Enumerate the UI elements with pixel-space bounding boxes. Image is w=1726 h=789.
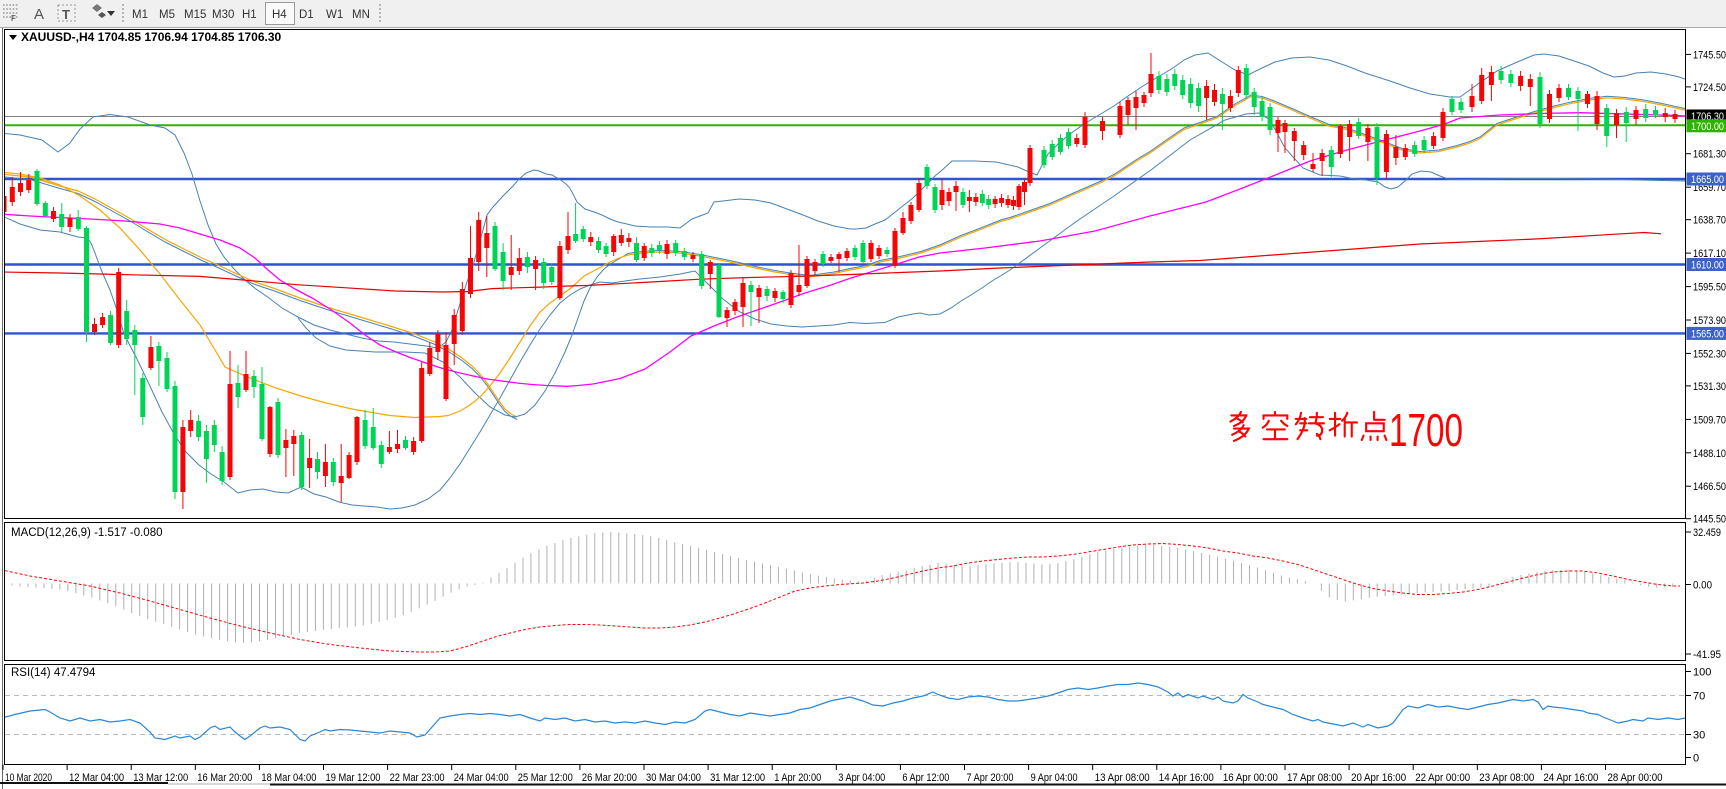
svg-text:MN: MN [352, 9, 370, 21]
svg-text:28 Apr 00:00: 28 Apr 00:00 [1608, 772, 1663, 784]
svg-text:24 Apr 16:00: 24 Apr 16:00 [1543, 772, 1598, 784]
svg-text:M30: M30 [212, 9, 234, 21]
svg-text:30 Mar 04:00: 30 Mar 04:00 [646, 772, 701, 784]
svg-text:6 Apr 12:00: 6 Apr 12:00 [902, 772, 949, 784]
svg-text:17 Apr 08:00: 17 Apr 08:00 [1287, 772, 1342, 784]
svg-text:1700: 1700 [1389, 404, 1463, 456]
svg-text:14 Apr 16:00: 14 Apr 16:00 [1159, 772, 1214, 784]
svg-text:1610.00: 1610.00 [1691, 260, 1724, 272]
svg-text:1445.50: 1445.50 [1693, 514, 1726, 526]
svg-text:3 Apr 04:00: 3 Apr 04:00 [838, 772, 885, 784]
svg-text:1724.50: 1724.50 [1693, 82, 1726, 94]
svg-text:1552.30: 1552.30 [1693, 348, 1726, 360]
svg-text:1488.10: 1488.10 [1693, 448, 1726, 460]
svg-text:16 Mar 20:00: 16 Mar 20:00 [197, 772, 252, 784]
svg-text:1573.90: 1573.90 [1693, 315, 1726, 327]
svg-text:100: 100 [1693, 667, 1711, 679]
svg-text:1466.50: 1466.50 [1693, 481, 1726, 493]
svg-text:26 Mar 20:00: 26 Mar 20:00 [582, 772, 637, 784]
svg-text:0.00: 0.00 [1693, 580, 1712, 592]
svg-text:F: F [11, 14, 16, 23]
svg-text:13 Mar 12:00: 13 Mar 12:00 [133, 772, 188, 784]
svg-text:20 Apr 16:00: 20 Apr 16:00 [1351, 772, 1406, 784]
svg-text:7 Apr 20:00: 7 Apr 20:00 [967, 772, 1014, 784]
svg-text:-41.95: -41.95 [1693, 649, 1721, 661]
svg-text:A: A [34, 6, 44, 23]
svg-text:XAUUSD-,H4 1704.85 1706.94 17: XAUUSD-,H4 1704.85 1706.94 1704.85 1706.… [21, 30, 282, 44]
svg-text:12 Mar 04:00: 12 Mar 04:00 [69, 772, 124, 784]
svg-text:1565.00: 1565.00 [1691, 328, 1724, 340]
svg-text:31 Mar 12:00: 31 Mar 12:00 [710, 772, 765, 784]
svg-text:T: T [62, 7, 70, 22]
svg-text:32.459: 32.459 [1693, 527, 1721, 539]
svg-text:1700.00: 1700.00 [1691, 121, 1724, 133]
svg-text:23 Apr 08:00: 23 Apr 08:00 [1479, 772, 1534, 784]
svg-text:16 Apr 00:00: 16 Apr 00:00 [1223, 772, 1278, 784]
svg-text:1 Apr 20:00: 1 Apr 20:00 [774, 772, 821, 784]
svg-text:H4: H4 [272, 9, 287, 21]
svg-text:1681.30: 1681.30 [1693, 149, 1726, 161]
svg-text:1617.10: 1617.10 [1693, 248, 1726, 260]
svg-text:D1: D1 [299, 9, 314, 21]
svg-text:RSI(14) 47.4794: RSI(14) 47.4794 [11, 667, 96, 679]
svg-text:25 Mar 12:00: 25 Mar 12:00 [518, 772, 573, 784]
svg-text:0: 0 [1693, 753, 1699, 765]
svg-text:19 Mar 12:00: 19 Mar 12:00 [326, 772, 381, 784]
svg-text:22 Mar 23:00: 22 Mar 23:00 [390, 772, 445, 784]
svg-text:M15: M15 [184, 9, 206, 21]
svg-text:24 Mar 04:00: 24 Mar 04:00 [454, 772, 509, 784]
svg-text:70: 70 [1693, 691, 1705, 703]
svg-text:M5: M5 [159, 9, 175, 21]
svg-text:10 Mar 2020: 10 Mar 2020 [5, 772, 52, 784]
svg-text:9 Apr 04:00: 9 Apr 04:00 [1031, 772, 1078, 784]
svg-text:1509.70: 1509.70 [1693, 414, 1726, 426]
svg-text:1665.00: 1665.00 [1691, 174, 1724, 186]
svg-text:13 Apr 08:00: 13 Apr 08:00 [1095, 772, 1150, 784]
svg-text:1638.70: 1638.70 [1693, 215, 1726, 227]
svg-text:1745.50: 1745.50 [1693, 49, 1726, 61]
svg-text:30: 30 [1693, 730, 1705, 742]
svg-text:1595.50: 1595.50 [1693, 282, 1726, 294]
svg-text:H1: H1 [242, 9, 257, 21]
svg-text:1531.30: 1531.30 [1693, 381, 1726, 393]
svg-text:18 Mar 04:00: 18 Mar 04:00 [261, 772, 316, 784]
svg-text:M1: M1 [132, 9, 148, 21]
svg-text:W1: W1 [326, 9, 343, 21]
svg-text:MACD(12,26,9) -1.517 -0.080: MACD(12,26,9) -1.517 -0.080 [11, 527, 163, 539]
svg-text:22 Apr 00:00: 22 Apr 00:00 [1415, 772, 1470, 784]
